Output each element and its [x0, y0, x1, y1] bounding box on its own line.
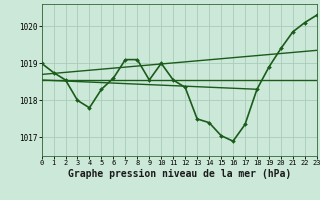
- X-axis label: Graphe pression niveau de la mer (hPa): Graphe pression niveau de la mer (hPa): [68, 169, 291, 179]
